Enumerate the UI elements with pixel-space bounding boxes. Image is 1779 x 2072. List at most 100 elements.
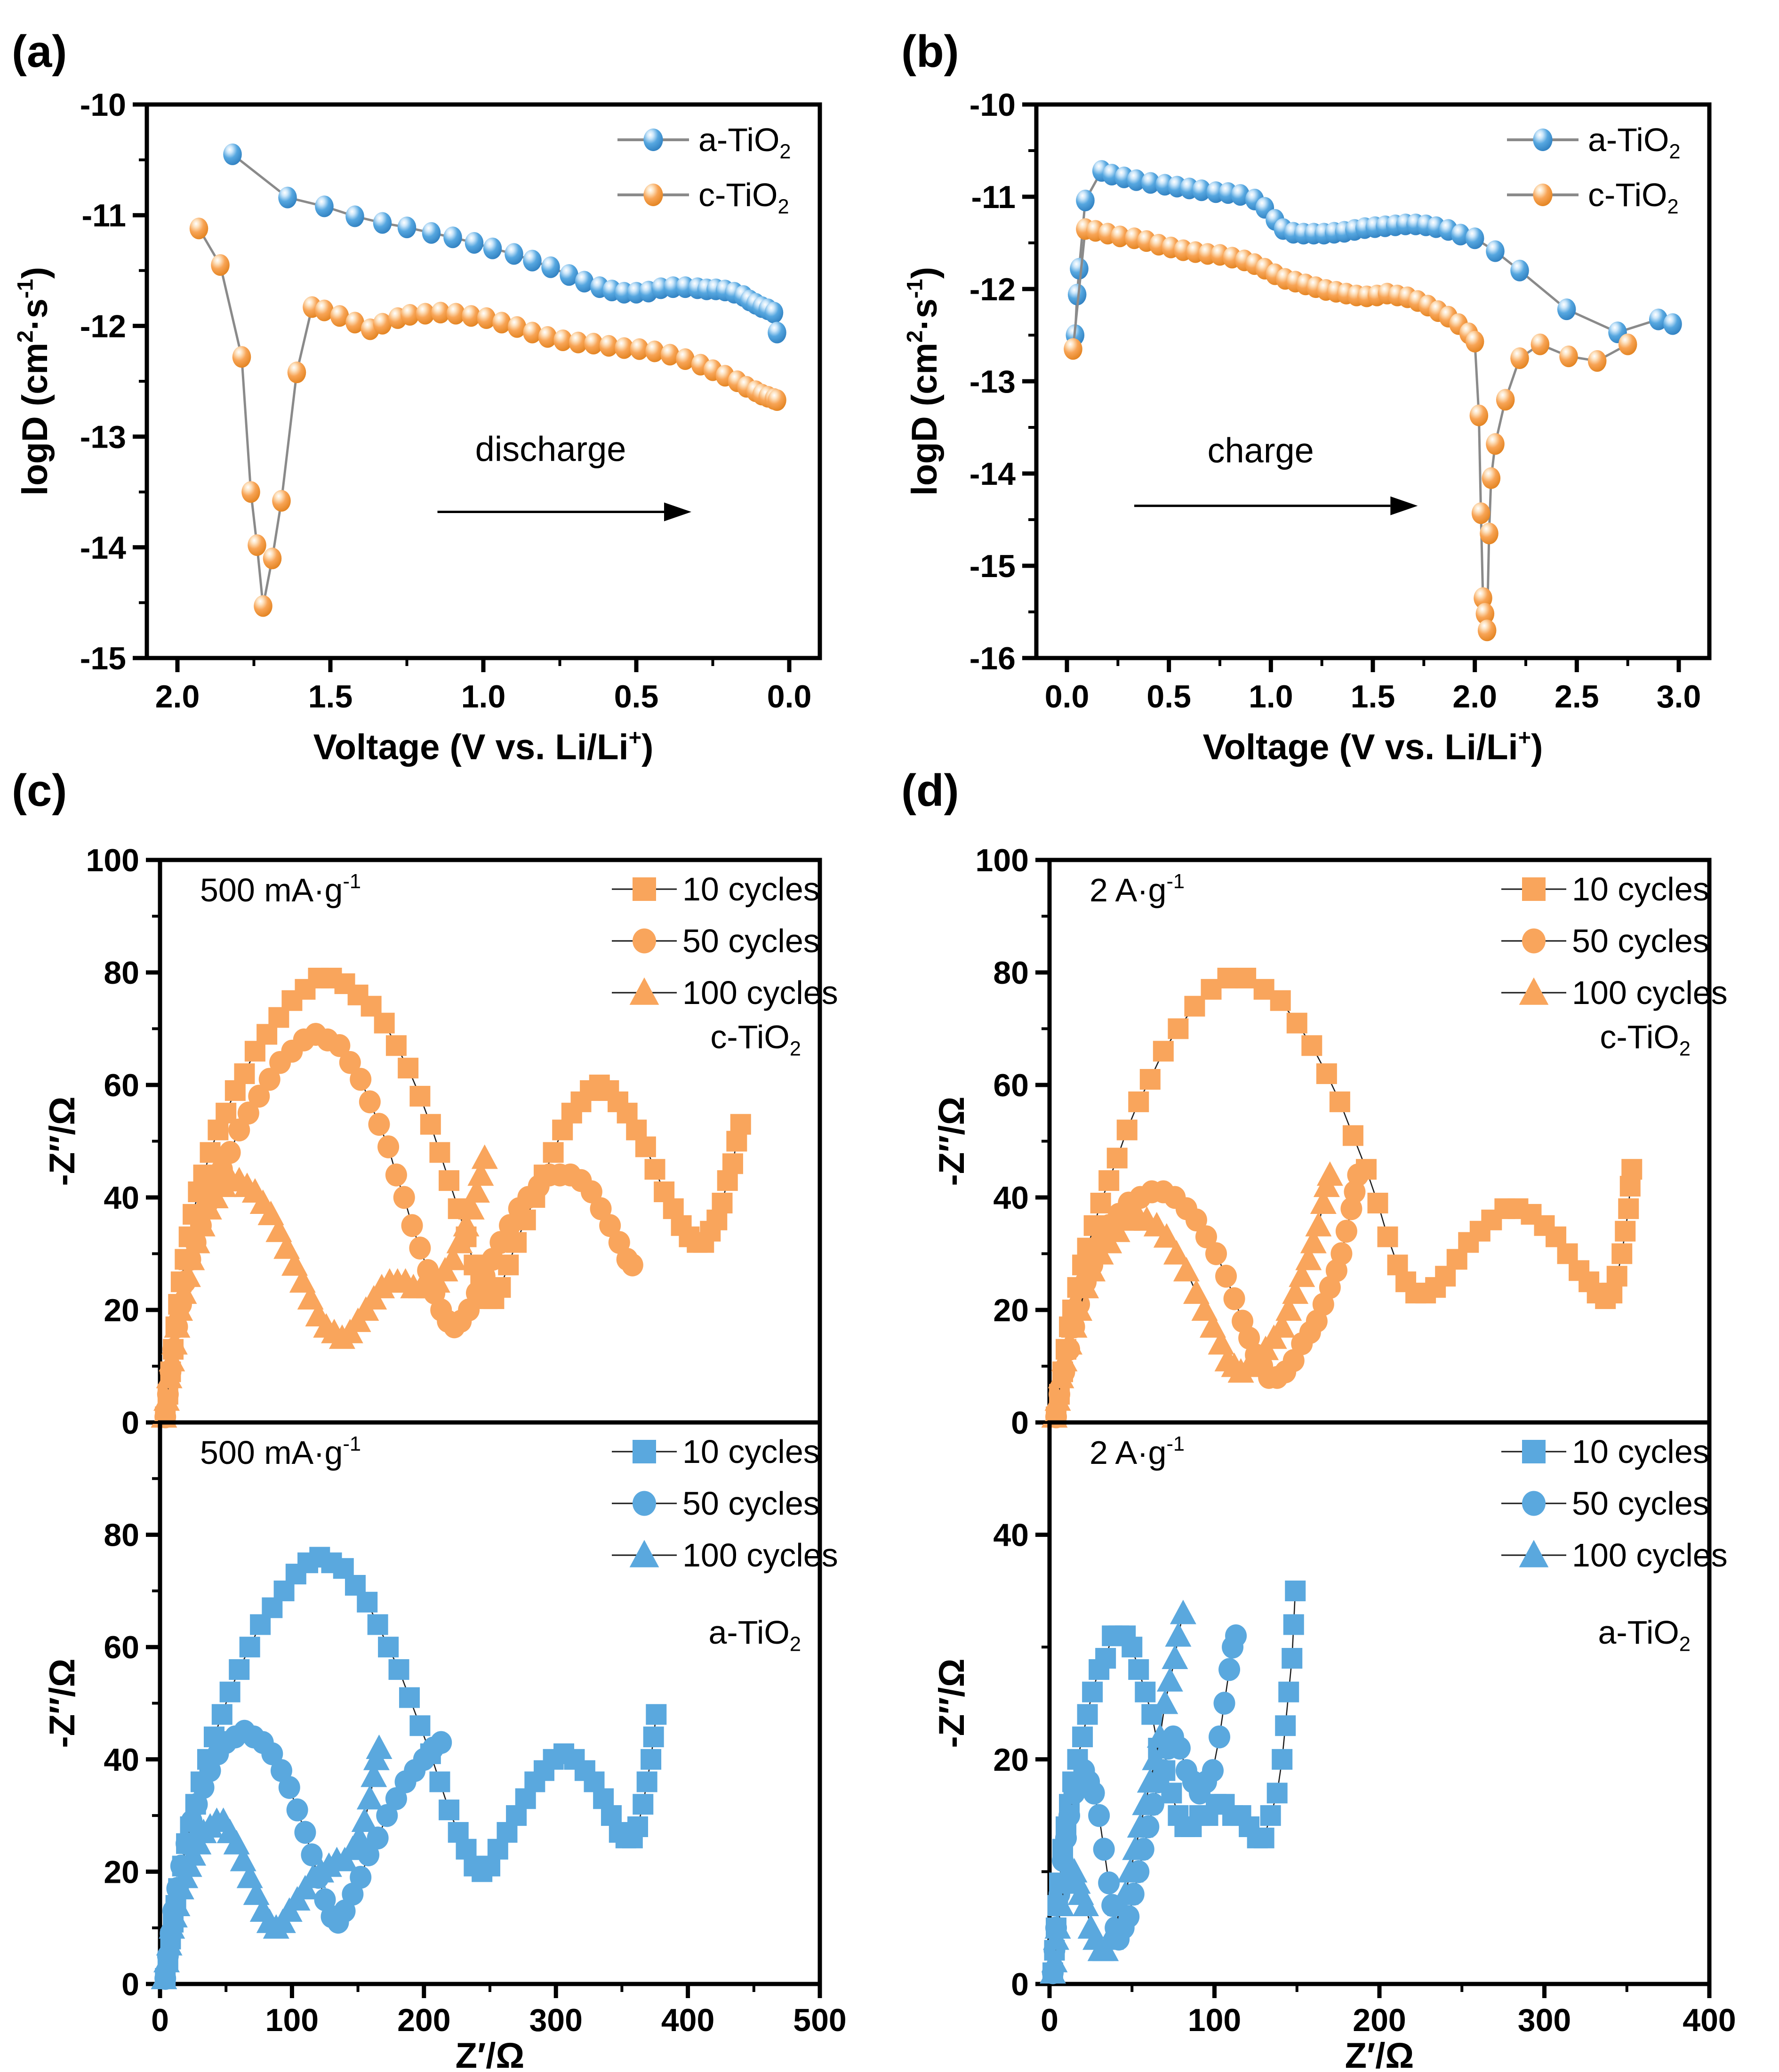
x-tick-label: 200 xyxy=(397,2002,450,2038)
y-tick-label: -15 xyxy=(80,641,126,676)
axis-ticks: 0 20 40 60 80 100 xyxy=(86,843,160,1441)
x-tick-label: 0.5 xyxy=(1146,679,1191,715)
rate-annotation: 500 mA·g-1 xyxy=(200,1433,361,1471)
x-tick-label: 2.0 xyxy=(155,679,200,715)
legend-label: 50 cycles xyxy=(682,1485,820,1522)
series-d2-100-cycles xyxy=(1040,1599,1196,1984)
y-axis-title: -Z″/Ω xyxy=(932,1096,972,1186)
x-tick-label: 1.5 xyxy=(1351,679,1395,715)
y-tick-label: -12 xyxy=(80,308,126,344)
x-tick-label: 500 xyxy=(793,2002,846,2038)
x-tick-label: 1.0 xyxy=(461,679,506,715)
legend-label: a-TiO2 xyxy=(1588,121,1681,163)
x-tick-label: 400 xyxy=(661,2002,714,2038)
series-c2-100-cycles xyxy=(151,1734,393,1990)
legend-c1: 10 cycles 50 cycles 100 cycles xyxy=(612,871,838,1011)
y-tick-label: 0 xyxy=(121,1967,139,2002)
legend-d2: 10 cycles 50 cycles 100 cycles xyxy=(1501,1433,1728,1574)
panel-d1: 0 20 40 60 80 100 -Z″/Ω 10 cycles 50 cycles 100 c… xyxy=(932,843,1728,1441)
y-axis-title: -Z″/Ω xyxy=(42,1658,82,1748)
y-tick-label: -11 xyxy=(971,179,1016,215)
x-tick-label: 300 xyxy=(1518,2002,1571,2038)
x-axis-title: Voltage (V vs. Li/Li+) xyxy=(313,725,654,767)
panel-label-d: (d) xyxy=(901,765,959,816)
flow-label: discharge xyxy=(475,429,626,468)
y-tick-label: 80 xyxy=(104,955,139,991)
x-tick-label: 2.0 xyxy=(1452,679,1497,715)
y-tick-label: 100 xyxy=(976,843,1029,878)
legend-label: 100 cycles xyxy=(682,1537,838,1574)
axis-ticks: 0.0 0.5 1.0 1.5 2.0 2.5 3.0 -10 -11 -12 -13 -14 -15 -… xyxy=(970,87,1701,715)
x-tick-label: 2.5 xyxy=(1555,679,1599,715)
legend-d1: 10 cycles 50 cycles 100 cycles xyxy=(1501,871,1728,1011)
rate-annotation: 2 A·g-1 xyxy=(1090,870,1185,908)
y-tick-label: -13 xyxy=(970,364,1016,400)
y-tick-label: -12 xyxy=(970,272,1016,307)
y-tick-label: 0 xyxy=(121,1405,139,1441)
y-tick-label: 60 xyxy=(104,1068,139,1103)
material-annotation: a-TiO2 xyxy=(1598,1614,1691,1655)
panel-a: 2.0 1.5 1.0 0.5 0.0 -10 -11 -12 -13 -14 -15 Voltage… xyxy=(13,87,822,767)
y-tick-label: 100 xyxy=(86,843,139,878)
y-tick-label: -11 xyxy=(81,198,126,233)
legend-c2: 10 cycles 50 cycles 100 cycles xyxy=(612,1433,838,1574)
axis-ticks: 0 100 200 300 400 0 20 40 xyxy=(993,1421,1736,2038)
legend-label: 100 cycles xyxy=(1572,1537,1728,1574)
flow-annotation: discharge xyxy=(437,429,691,522)
y-tick-label: 80 xyxy=(104,1518,139,1553)
x-tick-label: 3.0 xyxy=(1657,679,1701,715)
panel-label-c: (c) xyxy=(12,765,67,816)
y-tick-label: 60 xyxy=(993,1068,1029,1103)
y-tick-label: -13 xyxy=(80,419,126,455)
x-tick-label: 1.5 xyxy=(308,679,353,715)
material-annotation: a-TiO2 xyxy=(708,1614,801,1655)
y-tick-label: -10 xyxy=(970,87,1016,123)
x-tick-label: 200 xyxy=(1353,2002,1406,2038)
flow-annotation: charge xyxy=(1134,431,1418,515)
y-tick-label: 20 xyxy=(104,1293,139,1328)
y-axis-title: logD (cm2·s-1) xyxy=(902,267,945,496)
panel-b: 0.0 0.5 1.0 1.5 2.0 2.5 3.0 -10 -11 -12 -13 -14 -15 -… xyxy=(902,87,1712,767)
series-b-c-tio2 xyxy=(1064,218,1637,642)
y-tick-label: 20 xyxy=(104,1854,139,1890)
x-tick-label: 0.5 xyxy=(614,679,659,715)
panel-label-b: (b) xyxy=(901,26,959,77)
axis-ticks: 0 20 40 60 80 100 xyxy=(976,843,1050,1441)
legend-a: a-TiO2 c-TiO2 xyxy=(617,121,791,218)
rate-annotation: 500 mA·g-1 xyxy=(200,870,361,908)
y-tick-label: -10 xyxy=(80,87,126,123)
x-tick-label: 0.0 xyxy=(1045,679,1090,715)
legend-label: c-TiO2 xyxy=(698,177,789,218)
axis-ticks: 0 100 200 300 400 500 0 20 40 60 80 xyxy=(104,1421,847,2038)
y-tick-label: 60 xyxy=(104,1630,139,1665)
legend-label: 10 cycles xyxy=(1572,1433,1709,1470)
x-axis-title: Voltage (V vs. Li/Li+) xyxy=(1203,725,1543,767)
legend-label: 10 cycles xyxy=(682,871,820,908)
y-tick-label: 40 xyxy=(104,1742,139,1778)
y-tick-label: -14 xyxy=(970,456,1016,492)
y-axis-title: -Z″/Ω xyxy=(932,1658,972,1748)
series-a-c-tio2 xyxy=(189,217,786,617)
y-axis-title: logD (cm2·s-1) xyxy=(13,267,55,496)
y-axis-title: -Z″/Ω xyxy=(42,1096,82,1186)
series-b-a-tio2 xyxy=(1066,160,1682,346)
panel-c1: 0 20 40 60 80 100 -Z″/Ω 10 cycles 50 cycles 100 c… xyxy=(42,843,838,1441)
y-tick-label: 40 xyxy=(993,1180,1029,1216)
axis-ticks: 2.0 1.5 1.0 0.5 0.0 -10 -11 -12 -13 -14 -15 xyxy=(80,87,812,715)
legend-label: 50 cycles xyxy=(1572,1485,1709,1522)
x-tick-label: 0.0 xyxy=(767,679,812,715)
y-tick-label: 80 xyxy=(993,955,1029,991)
x-tick-label: 300 xyxy=(529,2002,582,2038)
flow-label: charge xyxy=(1208,431,1314,470)
y-tick-label: 20 xyxy=(993,1293,1029,1328)
legend-label: a-TiO2 xyxy=(698,121,791,163)
panel-label-a: (a) xyxy=(12,26,67,77)
y-tick-label: 0 xyxy=(1011,1967,1029,2002)
legend-label: 50 cycles xyxy=(682,923,820,959)
x-axis-title: Z′/Ω xyxy=(456,2036,525,2072)
legend-label: c-TiO2 xyxy=(1588,177,1679,218)
x-tick-label: 0 xyxy=(1041,2002,1058,2038)
legend-label: 50 cycles xyxy=(1572,923,1709,959)
